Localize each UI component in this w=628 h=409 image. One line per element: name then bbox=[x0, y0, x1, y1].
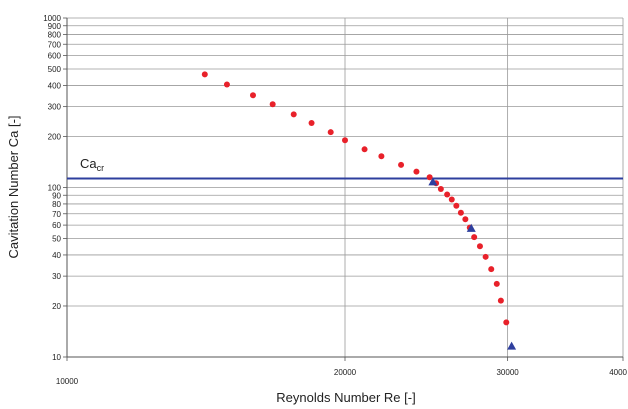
data-point-circle bbox=[290, 111, 297, 118]
x-tick-labels: 10000 20000 30000 4000 bbox=[56, 368, 628, 386]
data-point-circle bbox=[497, 297, 504, 304]
data-point-circle bbox=[201, 71, 208, 78]
y-tick-label: 60 bbox=[52, 221, 61, 230]
data-point-circle bbox=[398, 161, 405, 168]
y-tick-label: 50 bbox=[52, 235, 61, 244]
y-tick-label: 700 bbox=[48, 40, 62, 49]
y-tick-label: 30 bbox=[52, 272, 61, 281]
data-point-triangle bbox=[507, 341, 517, 350]
data-point-circle bbox=[361, 146, 368, 153]
ca-critical-label: Cacr bbox=[80, 156, 104, 173]
data-point-circle bbox=[223, 81, 230, 88]
data-point-circle bbox=[482, 253, 489, 260]
y-tick-label: 200 bbox=[48, 132, 62, 141]
data-point-circle bbox=[488, 266, 495, 273]
data-point-circle bbox=[437, 185, 444, 192]
y-tick-label: 800 bbox=[48, 30, 62, 39]
y-tick-label: 1000 bbox=[43, 14, 61, 23]
ca-critical-label-sub: cr bbox=[97, 163, 105, 173]
y-tick-label: 600 bbox=[48, 52, 62, 61]
y-tick-label: 100 bbox=[48, 184, 62, 193]
data-point-circle bbox=[503, 319, 510, 326]
data-point-circle bbox=[426, 174, 433, 181]
data-point-circle bbox=[457, 209, 464, 216]
y-tick-label: 80 bbox=[52, 200, 61, 209]
x-axis-title: Reynolds Number Re [-] bbox=[276, 390, 415, 405]
data-point-triangle bbox=[428, 177, 438, 186]
x-tick-label: 10000 bbox=[56, 377, 79, 386]
data-point-circle bbox=[308, 120, 315, 127]
y-tick-label: 20 bbox=[52, 302, 61, 311]
ca-critical-label-main: Ca bbox=[80, 156, 97, 171]
data-point-circle bbox=[453, 202, 460, 209]
data-point-circle bbox=[493, 280, 500, 287]
data-point-circle bbox=[471, 234, 478, 241]
grid-lines bbox=[66, 17, 624, 358]
data-point-triangle bbox=[466, 223, 476, 232]
data-point-circle bbox=[462, 216, 469, 223]
data-point-circle bbox=[327, 129, 334, 136]
y-tick-label: 90 bbox=[52, 191, 61, 200]
data-point-circle bbox=[413, 168, 420, 175]
data-point-circle bbox=[269, 101, 276, 108]
y-tick-label: 10 bbox=[52, 353, 61, 362]
data-point-circle bbox=[378, 153, 385, 160]
y-tick-label: 300 bbox=[48, 103, 62, 112]
y-tick-label: 40 bbox=[52, 251, 61, 260]
y-tick-label: 400 bbox=[48, 81, 62, 90]
axes bbox=[63, 17, 624, 361]
data-points bbox=[201, 71, 517, 350]
y-tick-label: 500 bbox=[48, 65, 62, 74]
data-point-circle bbox=[448, 196, 455, 203]
x-tick-label: 4000 bbox=[609, 368, 627, 377]
y-axis-title: Cavitation Number Ca [-] bbox=[6, 115, 21, 258]
x-tick-label: 20000 bbox=[334, 368, 357, 377]
data-point-circle bbox=[444, 191, 451, 198]
data-point-circle bbox=[249, 92, 256, 99]
y-tick-label: 900 bbox=[48, 22, 62, 31]
data-point-circle bbox=[476, 243, 483, 250]
x-tick-label: 30000 bbox=[496, 368, 519, 377]
data-point-circle bbox=[342, 137, 348, 144]
y-tick-label: 70 bbox=[52, 210, 61, 219]
